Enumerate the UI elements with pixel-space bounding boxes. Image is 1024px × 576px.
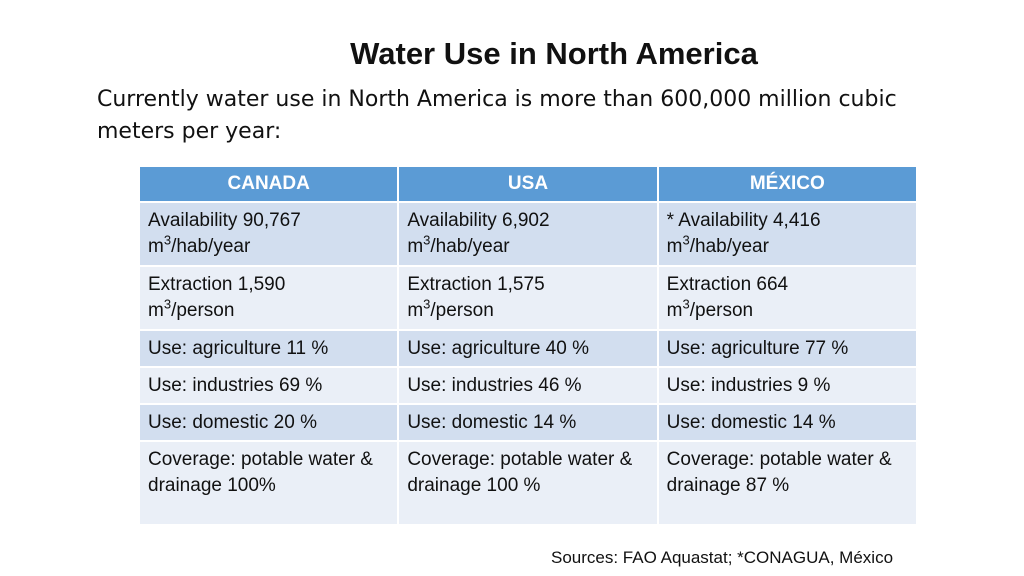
column-header: MÉXICO xyxy=(656,165,919,203)
table-row: Use: agriculture 11 % Use: agriculture 40… xyxy=(137,329,919,368)
table-row: Coverage: potable water & drainage 100% C… xyxy=(137,440,919,526)
unit-exponent: 3 xyxy=(423,296,431,312)
table-cell: Coverage: potable water & drainage 100 % xyxy=(397,440,659,526)
table-cell: Extraction 1,575 m3/person xyxy=(397,265,659,331)
cell-label: Availability 6,902 xyxy=(407,210,550,231)
table-cell: Availability 6,902 m3/hab/year xyxy=(397,201,659,267)
table-cell: Use: industries 9 % xyxy=(656,366,919,405)
unit-exponent: 3 xyxy=(682,296,690,312)
table-cell: Use: agriculture 11 % xyxy=(137,329,400,368)
table-cell: Extraction 1,590 m3/person xyxy=(137,265,400,331)
table-cell: * Availability 4,416 m3/hab/year xyxy=(656,201,919,267)
column-header: CANADA xyxy=(137,165,400,203)
table-cell: Use: domestic 14 % xyxy=(397,403,659,442)
unit-exponent: 3 xyxy=(163,232,172,248)
table-cell: Use: industries 46 % xyxy=(397,366,659,405)
table-cell: Use: agriculture 77 % xyxy=(656,329,919,368)
unit: m xyxy=(148,300,164,321)
slide-subtitle: Currently water use in North America is … xyxy=(97,87,897,144)
unit-per: /person xyxy=(430,300,494,321)
table-cell: Coverage: potable water & drainage 100% xyxy=(137,440,400,526)
cell-label: Extraction 1,575 xyxy=(407,274,545,295)
column-header: USA xyxy=(397,165,659,203)
table-row: Extraction 1,590 m3/person Extraction 1,57… xyxy=(137,265,919,331)
table-row: Use: domestic 20 % Use: domestic 14 % Use:… xyxy=(137,403,919,442)
source-note: Sources: FAO Aquastat; *CONAGUA, México xyxy=(551,548,894,567)
table-cell: Use: agriculture 40 % xyxy=(397,329,659,368)
unit-per: /hab/year xyxy=(689,236,769,257)
unit-per: /hab/year xyxy=(171,236,251,257)
table-body: Availability 90,767 m3/hab/year Availabili… xyxy=(137,201,919,526)
header-row: CANADA USA MÉXICO xyxy=(137,165,919,203)
slide-title: Water Use in North America xyxy=(350,36,758,71)
unit-per: /hab/year xyxy=(430,236,510,257)
unit-exponent: 3 xyxy=(163,296,172,312)
table-cell: Availability 90,767 m3/hab/year xyxy=(137,201,400,267)
unit-per: /person xyxy=(689,300,754,321)
table-row: Availability 90,767 m3/hab/year Availabili… xyxy=(137,201,919,267)
cell-label: Extraction 1,590 xyxy=(148,274,286,295)
table-cell: Use: domestic 20 % xyxy=(137,403,400,442)
unit: m xyxy=(666,236,683,257)
table-row: Use: industries 69 % Use: industries 46 %… xyxy=(137,366,919,405)
unit: m xyxy=(148,236,164,257)
table-cell: Use: domestic 14 % xyxy=(656,403,919,442)
unit: m xyxy=(407,300,424,321)
table-cell: Extraction 664 m3/person xyxy=(656,265,919,331)
cell-label: Extraction 664 xyxy=(666,274,789,295)
cell-label: * Availability 4,416 xyxy=(666,210,821,231)
table-cell: Coverage: potable water & drainage 87 % xyxy=(656,440,919,526)
unit-exponent: 3 xyxy=(423,232,431,248)
unit: m xyxy=(407,236,424,257)
table-cell: Use: industries 69 % xyxy=(137,366,400,405)
unit-exponent: 3 xyxy=(682,232,690,248)
cell-label: Availability 90,767 xyxy=(148,210,301,231)
water-table: CANADA USA MÉXICO Availability 90,767 m3/hab… xyxy=(137,165,919,526)
unit: m xyxy=(666,300,683,321)
unit-per: /person xyxy=(171,300,235,321)
